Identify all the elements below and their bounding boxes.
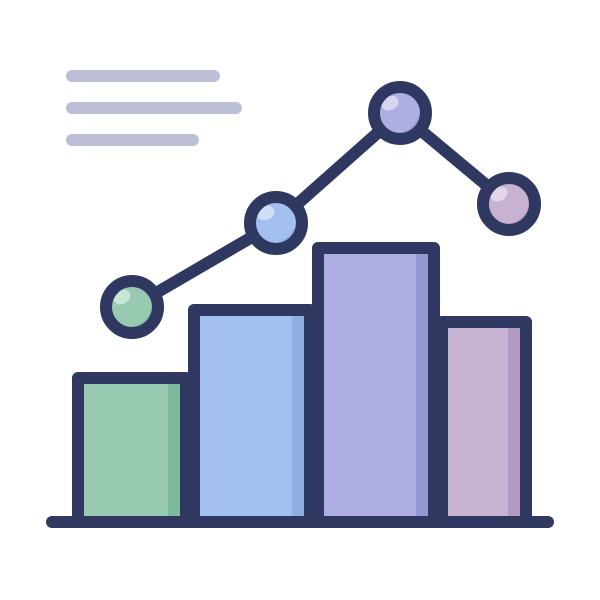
bar-1 — [78, 378, 186, 522]
bar-4 — [442, 322, 526, 522]
bar-2 — [194, 310, 310, 522]
analytics-chart-icon — [0, 0, 600, 600]
bar-3 — [318, 248, 434, 522]
